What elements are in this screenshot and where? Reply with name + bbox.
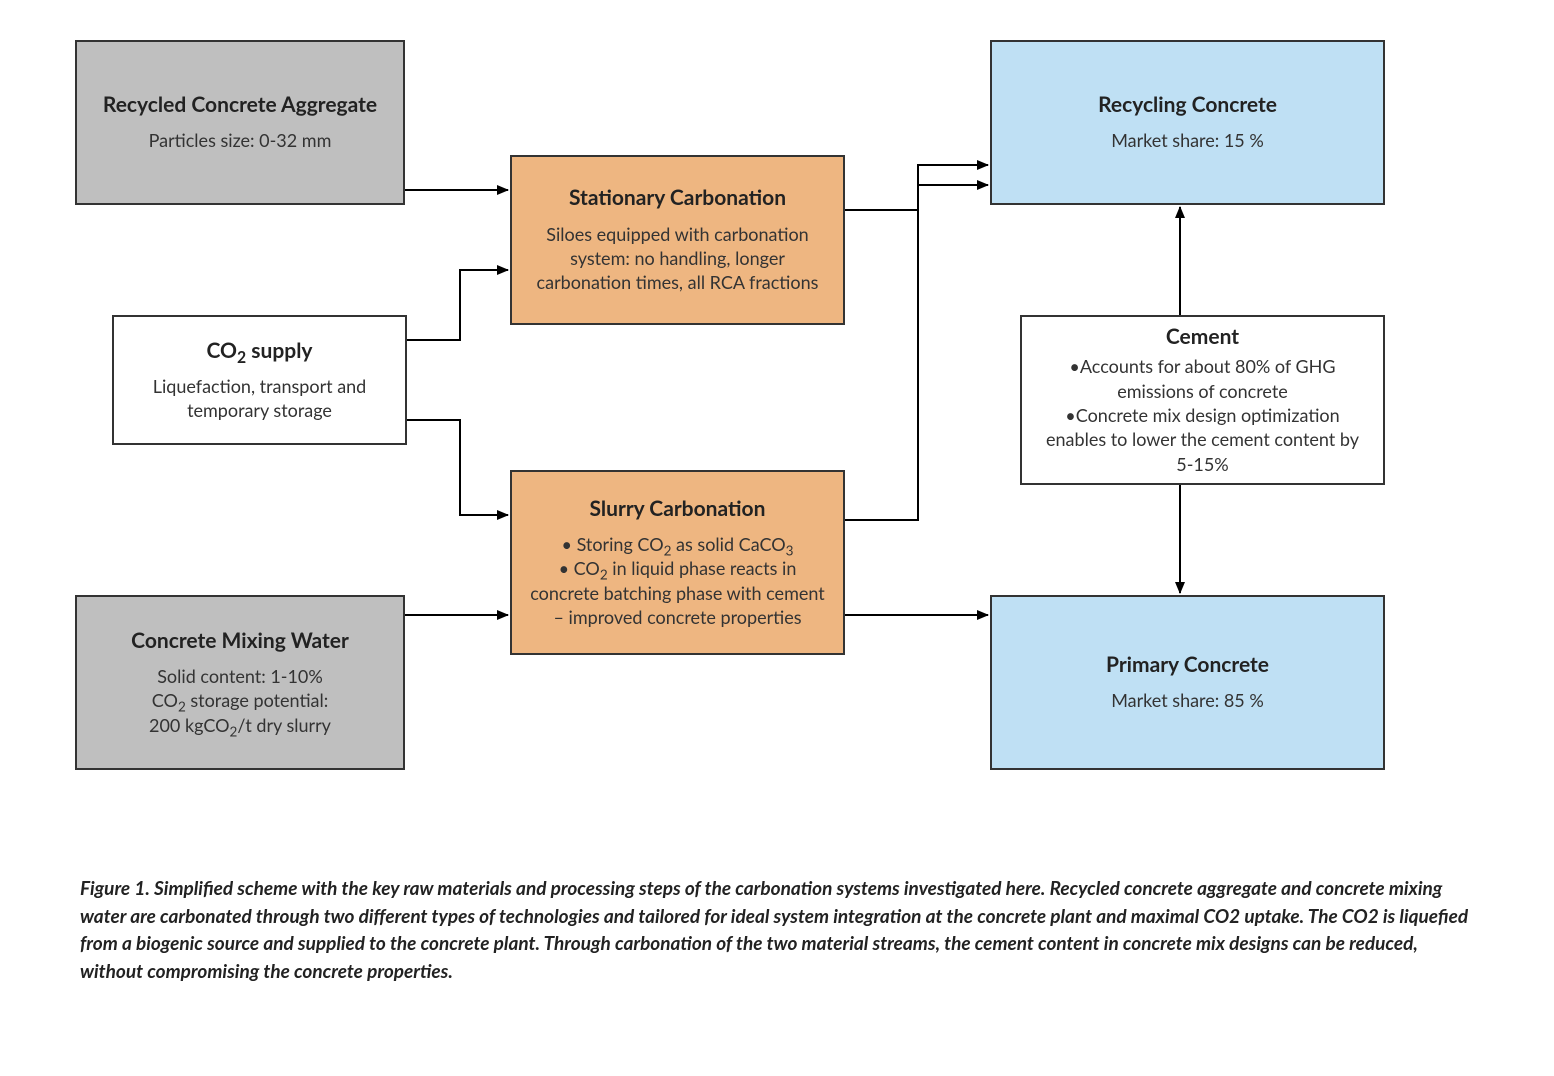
edge-co2-to-slurry [407, 420, 508, 515]
node-title: Recycled Concrete Aggregate [95, 92, 385, 118]
diagram-canvas: Recycled Concrete Aggregate Particles si… [20, 20, 1534, 1056]
node-body: Market share: 85 % [1010, 688, 1365, 712]
node-title: Cement [1040, 324, 1365, 350]
figure-caption: Figure 1. Simplified scheme with the key… [80, 875, 1470, 985]
node-title: Recycling Concrete [1010, 92, 1365, 118]
node-slurry-carbonation: Slurry Carbonation • Storing CO2 as soli… [510, 470, 845, 655]
node-primary-concrete: Primary Concrete Market share: 85 % [990, 595, 1385, 770]
node-body: Siloes equipped with carbonation system:… [530, 222, 825, 295]
node-recycling-concrete: Recycling Concrete Market share: 15 % [990, 40, 1385, 205]
node-title: CO2 supply [132, 338, 387, 364]
node-body: •Accounts for about 80% of GHG emissions… [1040, 354, 1365, 475]
node-body: Liquefaction, transport and temporary st… [132, 374, 387, 423]
node-title: Primary Concrete [1010, 652, 1365, 678]
edge-co2-to-stationary [407, 270, 508, 340]
node-body: Particles size: 0-32 mm [95, 128, 385, 152]
edge-slurry-to-recycling [845, 185, 988, 520]
node-body: Market share: 15 % [1010, 128, 1365, 152]
node-concrete-mixing-water: Concrete Mixing Water Solid content: 1-1… [75, 595, 405, 770]
node-body: • Storing CO2 as solid CaCO3• CO2 in liq… [530, 532, 825, 629]
node-title: Concrete Mixing Water [95, 628, 385, 654]
node-body: Solid content: 1-10%CO2 storage potentia… [95, 664, 385, 737]
node-title: Stationary Carbonation [530, 185, 825, 211]
node-title: Slurry Carbonation [530, 496, 825, 522]
node-co2-supply: CO2 supply Liquefaction, transport and t… [112, 315, 407, 445]
node-cement: Cement •Accounts for about 80% of GHG em… [1020, 315, 1385, 485]
node-recycled-concrete-aggregate: Recycled Concrete Aggregate Particles si… [75, 40, 405, 205]
node-stationary-carbonation: Stationary Carbonation Siloes equipped w… [510, 155, 845, 325]
edge-stationary-to-recycling [845, 165, 988, 210]
